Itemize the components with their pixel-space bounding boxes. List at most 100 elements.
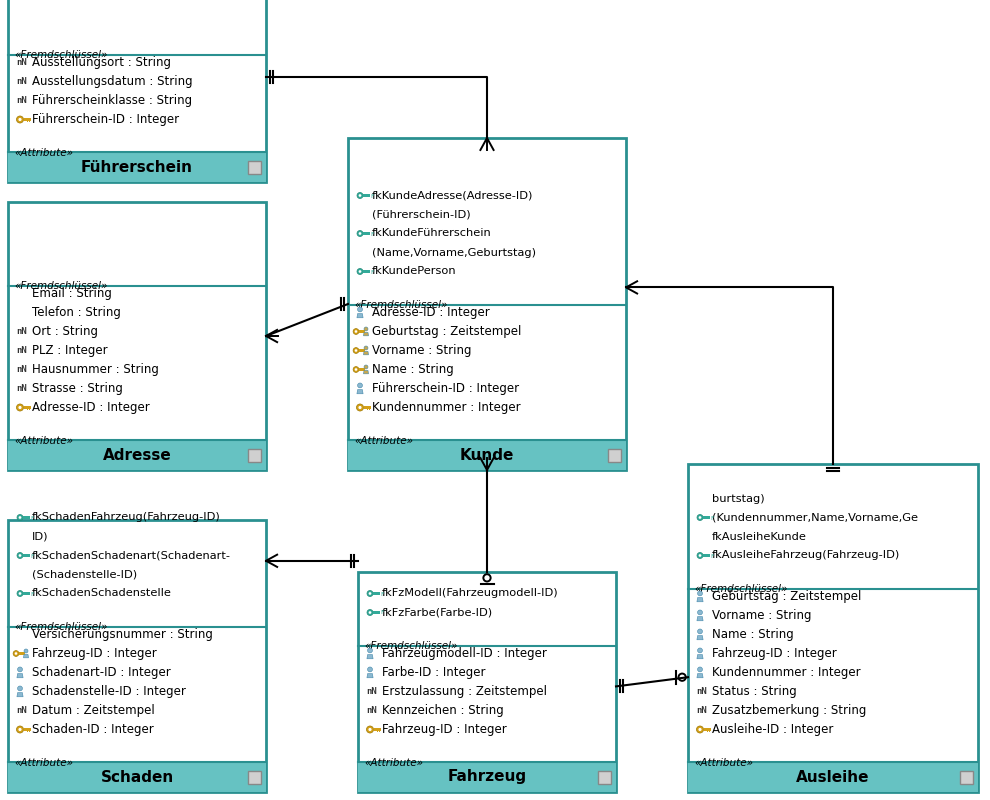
- Bar: [8, 202, 266, 470]
- Text: F: F: [380, 591, 384, 597]
- Bar: [248, 449, 261, 462]
- Bar: [363, 194, 369, 197]
- Circle shape: [368, 592, 371, 595]
- Bar: [28, 518, 29, 519]
- Circle shape: [19, 554, 22, 557]
- Bar: [359, 350, 365, 351]
- Text: nN: nN: [16, 327, 27, 336]
- Circle shape: [19, 118, 22, 121]
- Text: F: F: [380, 610, 384, 615]
- Bar: [598, 770, 611, 783]
- Text: nN: nN: [366, 706, 377, 715]
- Bar: [703, 517, 710, 518]
- Text: F: F: [31, 591, 34, 597]
- Bar: [706, 555, 707, 558]
- Text: nN: nN: [16, 706, 27, 715]
- Bar: [377, 594, 378, 595]
- Circle shape: [367, 590, 373, 597]
- Bar: [363, 406, 371, 409]
- Circle shape: [353, 329, 359, 334]
- Text: «Attribute»: «Attribute»: [694, 758, 753, 768]
- Bar: [248, 161, 261, 174]
- Polygon shape: [697, 654, 703, 658]
- Circle shape: [17, 726, 24, 733]
- Bar: [363, 331, 364, 334]
- Circle shape: [367, 648, 372, 653]
- Bar: [608, 449, 621, 462]
- Text: nN: nN: [16, 96, 27, 105]
- Bar: [708, 518, 709, 519]
- Bar: [26, 594, 27, 595]
- Text: Schadenart-ID : Integer: Schadenart-ID : Integer: [32, 666, 170, 679]
- Bar: [24, 406, 32, 409]
- Text: PLZ : Integer: PLZ : Integer: [32, 344, 108, 357]
- Polygon shape: [24, 654, 29, 658]
- Circle shape: [368, 728, 371, 731]
- Bar: [28, 555, 29, 558]
- Circle shape: [364, 327, 368, 331]
- Circle shape: [19, 592, 22, 595]
- Circle shape: [19, 406, 22, 409]
- Text: «Attribute»: «Attribute»: [14, 436, 73, 446]
- Circle shape: [356, 404, 363, 411]
- Bar: [361, 350, 362, 352]
- Bar: [373, 592, 379, 594]
- Circle shape: [19, 728, 22, 731]
- Bar: [703, 554, 710, 557]
- Text: Fahrzeug: Fahrzeug: [447, 770, 527, 785]
- Polygon shape: [363, 333, 368, 336]
- Text: «Fremdschlüssel»: «Fremdschlüssel»: [354, 300, 447, 310]
- Circle shape: [358, 194, 361, 197]
- Text: Geburtstag : Zeitstempel: Geburtstag : Zeitstempel: [372, 325, 522, 338]
- Bar: [373, 611, 379, 614]
- Text: «Attribute»: «Attribute»: [14, 758, 73, 768]
- Circle shape: [697, 514, 703, 521]
- Text: Führerschein-ID : Integer: Führerschein-ID : Integer: [32, 113, 179, 126]
- Text: (Schadenstelle-ID): (Schadenstelle-ID): [32, 570, 138, 579]
- Bar: [359, 330, 365, 333]
- Text: Zusatzbemerkung : String: Zusatzbemerkung : String: [712, 704, 866, 717]
- Bar: [708, 555, 709, 558]
- Bar: [365, 195, 366, 198]
- Text: Datum : Zeitstempel: Datum : Zeitstempel: [32, 704, 154, 717]
- Circle shape: [353, 348, 359, 354]
- Text: Ausleihe-ID : Integer: Ausleihe-ID : Integer: [712, 723, 834, 736]
- Circle shape: [15, 652, 17, 654]
- Bar: [23, 654, 24, 655]
- Bar: [8, 762, 266, 792]
- Circle shape: [17, 590, 23, 597]
- Polygon shape: [697, 635, 703, 640]
- Bar: [19, 653, 25, 654]
- Text: Fahrzeug-ID : Integer: Fahrzeug-ID : Integer: [382, 723, 507, 736]
- Circle shape: [699, 554, 701, 557]
- Circle shape: [368, 611, 371, 614]
- Text: Email : String: Email : String: [32, 287, 112, 300]
- Bar: [27, 119, 28, 122]
- Polygon shape: [363, 351, 368, 355]
- Text: Name : String: Name : String: [712, 628, 794, 641]
- Circle shape: [697, 726, 704, 733]
- Bar: [704, 728, 711, 731]
- Text: Ausstellungsort : String: Ausstellungsort : String: [32, 56, 171, 69]
- Circle shape: [357, 230, 363, 237]
- Text: fkKundeAdresse(Adresse-ID): fkKundeAdresse(Adresse-ID): [372, 190, 534, 201]
- Circle shape: [354, 330, 357, 333]
- Text: «Fremdschlüssel»: «Fremdschlüssel»: [14, 281, 107, 291]
- Bar: [363, 232, 369, 234]
- Circle shape: [364, 365, 368, 369]
- Circle shape: [357, 383, 362, 388]
- Bar: [27, 407, 28, 410]
- Bar: [28, 594, 29, 595]
- Bar: [709, 730, 710, 732]
- Circle shape: [358, 406, 361, 409]
- Bar: [23, 517, 30, 518]
- Text: nN: nN: [16, 58, 27, 67]
- Bar: [373, 728, 381, 731]
- Bar: [367, 271, 368, 274]
- Text: fkSchadenSchadenart(Schadenart-: fkSchadenSchadenart(Schadenart-: [32, 550, 231, 561]
- Bar: [375, 594, 377, 595]
- Bar: [8, 440, 266, 470]
- Text: (Name,Vorname,Geburtstag): (Name,Vorname,Geburtstag): [372, 247, 536, 258]
- Bar: [348, 440, 626, 470]
- Circle shape: [17, 553, 23, 558]
